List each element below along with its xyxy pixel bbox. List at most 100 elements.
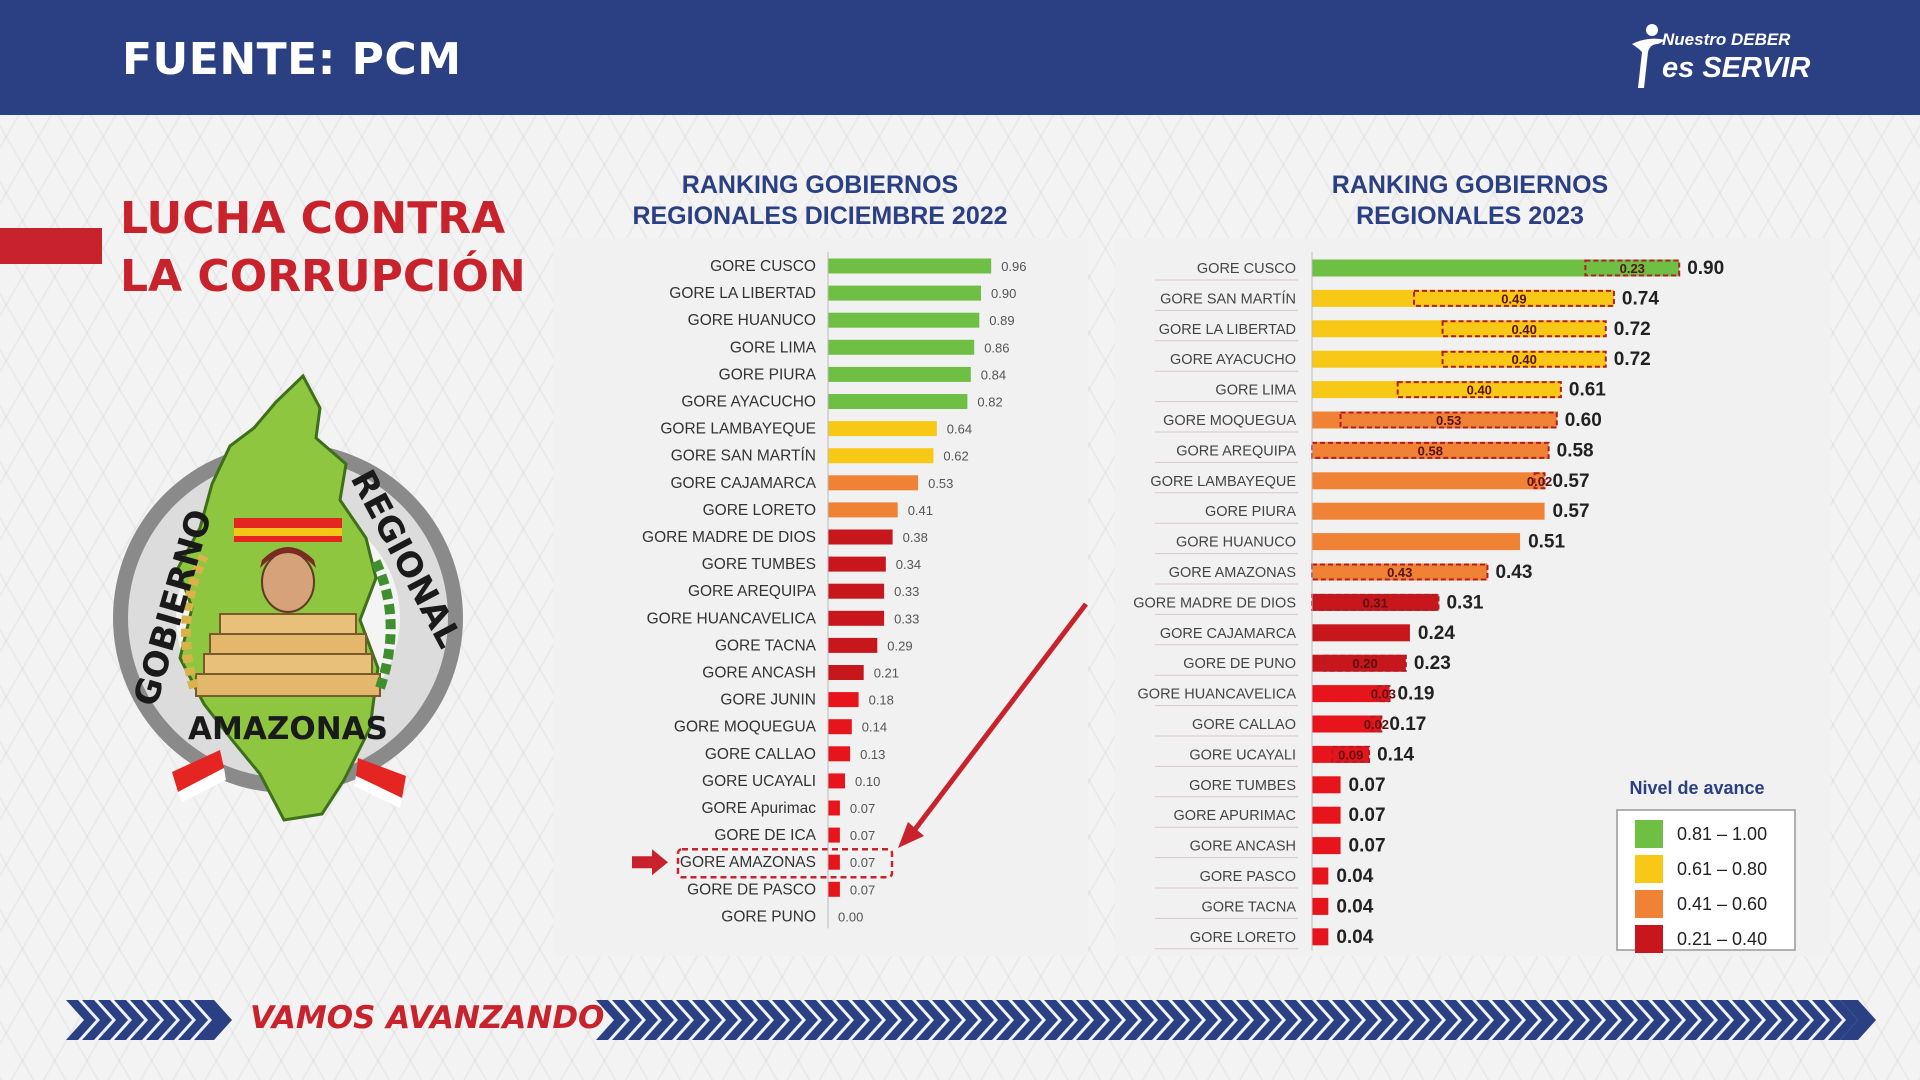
- pointer-arrow: [898, 602, 1088, 848]
- chevron-icon: [1540, 1000, 1570, 1040]
- bar: [828, 746, 851, 762]
- chevron-icon: [692, 1000, 722, 1040]
- category-label: GORE PIURA: [719, 366, 817, 383]
- bar: [1312, 897, 1329, 915]
- chevron-icon: [1092, 1000, 1122, 1040]
- legend-label: 0.21 – 0.40: [1677, 929, 1767, 949]
- headdress-icon: [234, 518, 342, 542]
- category-label: GORE JUNIN: [720, 692, 816, 709]
- value-label: 0.07: [1349, 805, 1386, 826]
- chevron-icon: [644, 1000, 674, 1040]
- value-label: 0.07: [1349, 836, 1386, 857]
- chevron-icon: [1620, 1000, 1650, 1040]
- chevron-icon: [1204, 1000, 1234, 1040]
- value-label: 0.07: [850, 801, 875, 816]
- bar: [1312, 411, 1557, 429]
- value-label: 0.13: [860, 747, 885, 762]
- value-label: 0.10: [855, 774, 880, 789]
- chevron-icon: [1108, 1000, 1138, 1040]
- chevron-icon: [1840, 1000, 1876, 1040]
- section-accent: [0, 228, 102, 264]
- bar: [1312, 806, 1341, 824]
- brand-text-bottom: es SERVIR: [1662, 52, 1811, 84]
- footer-chevrons: [66, 1000, 1876, 1040]
- category-label: GORE CUSCO: [710, 258, 816, 275]
- chevron-icon: [1444, 1000, 1474, 1040]
- previous-value-box: [1370, 715, 1383, 733]
- category-label: GORE TACNA: [1201, 899, 1296, 915]
- chevron-icon: [1828, 1000, 1858, 1040]
- legend-label: 0.81 – 1.00: [1677, 824, 1767, 844]
- bar: [828, 312, 980, 328]
- bar: [1312, 624, 1410, 642]
- category-label: GORE LORETO: [703, 502, 816, 519]
- value-label: 0.17: [1389, 714, 1426, 735]
- chevron-icon: [98, 1000, 128, 1040]
- bar: [828, 285, 981, 301]
- bar: [828, 583, 885, 599]
- previous-value-label: 0.49: [1501, 291, 1526, 306]
- chevron-icon: [1748, 1000, 1778, 1040]
- bar: [1312, 745, 1370, 763]
- category-label: GORE TUMBES: [1189, 778, 1296, 794]
- value-label: 0.64: [947, 422, 972, 437]
- header-bar: FUENTE: PCM Nuestro DEBER es SERVIR: [0, 0, 1920, 115]
- fortress-icon: [195, 613, 381, 697]
- chevron-icon: [1524, 1000, 1554, 1040]
- previous-value-label: 0.40: [1512, 352, 1537, 367]
- chevron-icon: [66, 1000, 96, 1040]
- previous-value-box: [1311, 441, 1550, 459]
- bar: [1312, 654, 1406, 672]
- value-label: 0.90: [1687, 258, 1724, 279]
- chevron-icon: [884, 1000, 914, 1040]
- bar: [828, 394, 968, 409]
- chevron-icon: [756, 1000, 786, 1040]
- warrior-face-icon: [260, 547, 316, 613]
- bar: [828, 258, 992, 274]
- value-label: 0.74: [1622, 288, 1659, 309]
- value-label: 0.89: [989, 313, 1014, 328]
- category-label: GORE ANCASH: [702, 665, 816, 682]
- bar: [828, 827, 840, 843]
- chevron-icon: [1124, 1000, 1154, 1040]
- chevron-icon: [1412, 1000, 1442, 1040]
- category-label: GORE HUANUCO: [688, 312, 816, 329]
- category-label: GORE SAN MARTÍN: [1160, 290, 1296, 307]
- legend-swatch: [1635, 890, 1663, 918]
- chevron-icon: [1684, 1000, 1714, 1040]
- wheat-branch-icon: [181, 553, 209, 690]
- bar: [828, 421, 937, 437]
- category-label: GORE LIMA: [1215, 383, 1296, 399]
- chevron-icon: [1556, 1000, 1586, 1040]
- value-label: 0.43: [1495, 562, 1532, 583]
- bar: [1312, 381, 1561, 399]
- value-label: 0.21: [874, 666, 899, 681]
- value-label: 0.60: [1565, 410, 1602, 431]
- value-label: 0.07: [850, 882, 875, 897]
- bar: [1312, 533, 1521, 551]
- value-label: 0.14: [1377, 744, 1414, 765]
- chevron-icon: [1156, 1000, 1186, 1040]
- chevron-icon: [916, 1000, 946, 1040]
- chart-2022-title-line1: RANKING GOBIERNOS: [681, 171, 959, 199]
- section-title: LUCHA CONTRA LA CORRUPCIÓN: [120, 190, 526, 306]
- highlight-box: [676, 847, 894, 879]
- chart-2023-title-line2: REGIONALES 2023: [1356, 202, 1584, 230]
- value-label: 0.41: [908, 503, 933, 518]
- chevron-icon: [1044, 1000, 1074, 1040]
- bar: [828, 692, 859, 708]
- chevron-icon: [1236, 1000, 1266, 1040]
- value-label: 0.18: [869, 693, 894, 708]
- chevron-icon: [200, 1000, 232, 1040]
- category-label: GORE CAJAMARCA: [1160, 626, 1296, 642]
- chevron-icon: [1700, 1000, 1730, 1040]
- category-label: GORE CALLAO: [1192, 717, 1296, 733]
- bar: [828, 665, 864, 680]
- chevron-icon: [1508, 1000, 1538, 1040]
- chevron-icon: [1268, 1000, 1298, 1040]
- chevron-icon: [660, 1000, 690, 1040]
- category-label: GORE UCAYALI: [702, 773, 816, 790]
- chevron-icon: [1364, 1000, 1394, 1040]
- chevron-icon: [804, 1000, 834, 1040]
- bar: [828, 448, 934, 464]
